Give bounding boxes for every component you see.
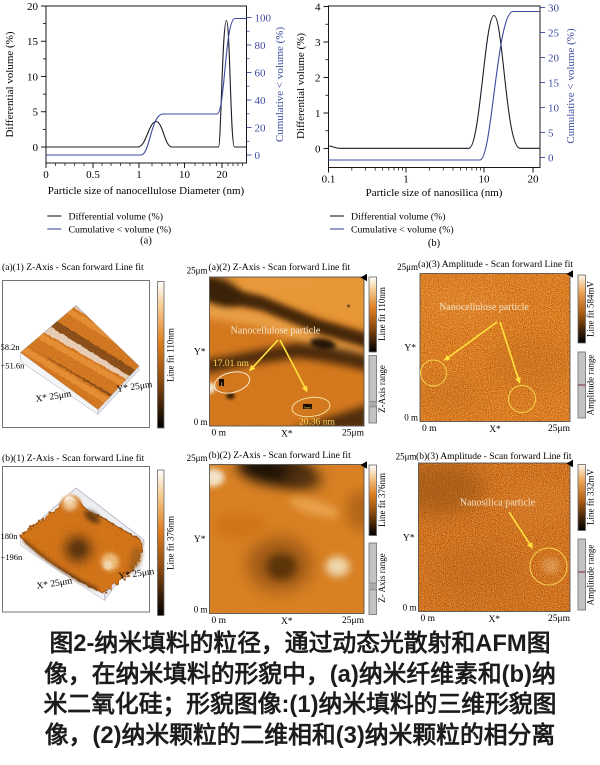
svg-text:Line fit 110nm: Line fit 110nm bbox=[166, 328, 176, 382]
svg-text:Cumulative < volume (%): Cumulative < volume (%) bbox=[274, 27, 286, 143]
svg-text:Y*: Y* bbox=[404, 344, 416, 354]
svg-text:0.5: 0.5 bbox=[86, 169, 100, 181]
svg-text:Nanosilica particle: Nanosilica particle bbox=[460, 498, 536, 509]
svg-text:40: 40 bbox=[255, 95, 267, 107]
svg-text:60: 60 bbox=[255, 67, 267, 79]
svg-text:X*: X* bbox=[488, 615, 500, 625]
svg-text:25: 25 bbox=[548, 27, 560, 39]
svg-text:0 m: 0 m bbox=[421, 614, 436, 624]
svg-text:Cumulative < volume (%): Cumulative < volume (%) bbox=[565, 28, 577, 144]
svg-text:Y*: Y* bbox=[194, 348, 206, 358]
svg-text:Differential volume (%): Differential volume (%) bbox=[351, 212, 446, 223]
svg-text:2: 2 bbox=[315, 72, 321, 84]
svg-text:20.36 nm: 20.36 nm bbox=[299, 418, 336, 428]
svg-text:−196n: −196n bbox=[1, 552, 24, 562]
svg-text:180n: 180n bbox=[1, 531, 19, 541]
svg-text:17.01 nm: 17.01 nm bbox=[213, 359, 250, 369]
svg-text:0 m: 0 m bbox=[404, 413, 418, 423]
svg-text:(a): (a) bbox=[140, 236, 152, 247]
svg-text:25μm: 25μm bbox=[396, 452, 417, 462]
svg-text:I: I bbox=[221, 383, 223, 388]
svg-text:0 m: 0 m bbox=[194, 417, 208, 427]
svg-text:25μm: 25μm bbox=[548, 424, 571, 434]
svg-text:0: 0 bbox=[548, 152, 554, 164]
svg-text:25μm: 25μm bbox=[187, 453, 208, 463]
svg-text:Differential volume (%): Differential volume (%) bbox=[4, 31, 16, 137]
svg-text:Line fit 110nm: Line fit 110nm bbox=[377, 287, 387, 341]
svg-text:20: 20 bbox=[27, 1, 39, 13]
svg-text:25μm: 25μm bbox=[548, 614, 571, 624]
svg-text:25μm: 25μm bbox=[342, 429, 365, 439]
svg-text:Y*: Y* bbox=[403, 533, 415, 543]
svg-text:(a)(3) Amplitude - Scan forwar: (a)(3) Amplitude - Scan forward Line fit bbox=[418, 259, 573, 270]
svg-text:100: 100 bbox=[255, 12, 272, 24]
svg-text:25μm: 25μm bbox=[342, 616, 365, 626]
svg-text:0: 0 bbox=[315, 143, 321, 155]
svg-text:25μm: 25μm bbox=[187, 266, 208, 276]
svg-text:Amplitude range: Amplitude range bbox=[586, 355, 596, 416]
svg-text:(a)(1) Z-Axis - Scan forward L: (a)(1) Z-Axis - Scan forward Line fit bbox=[2, 262, 144, 273]
svg-text:(b)(3) Amplitude - Scan forwar: (b)(3) Amplitude - Scan forward Line fit bbox=[416, 451, 572, 462]
svg-text:0: 0 bbox=[255, 150, 261, 162]
svg-text:20: 20 bbox=[548, 52, 560, 64]
svg-text:(b)(2) Z-Axis - Scan forward L: (b)(2) Z-Axis - Scan forward Line fit bbox=[209, 450, 352, 461]
svg-text:0 m: 0 m bbox=[403, 603, 417, 613]
svg-text:20: 20 bbox=[255, 122, 267, 134]
svg-text:Z- Axis range: Z- Axis range bbox=[377, 553, 387, 603]
svg-text:Differential volume (%): Differential volume (%) bbox=[69, 212, 164, 223]
svg-text:5: 5 bbox=[548, 127, 554, 139]
svg-text:Line fit 332mV: Line fit 332mV bbox=[586, 469, 596, 525]
svg-text:(b): (b) bbox=[428, 238, 441, 249]
svg-text:Line fit 376nm: Line fit 376nm bbox=[377, 473, 387, 527]
svg-text:1: 1 bbox=[315, 108, 321, 120]
svg-text:Nanocellulose particle: Nanocellulose particle bbox=[439, 302, 529, 313]
svg-text:10: 10 bbox=[479, 174, 491, 186]
svg-text:0 m: 0 m bbox=[212, 429, 227, 439]
svg-text:band: band bbox=[304, 406, 311, 410]
svg-text:Differential volume (%): Differential volume (%) bbox=[295, 33, 307, 139]
svg-text:Particle size of nanocellulose: Particle size of nanocellulose Diameter … bbox=[48, 185, 245, 197]
svg-text:25μm: 25μm bbox=[397, 262, 418, 272]
svg-text:15: 15 bbox=[548, 77, 560, 89]
svg-text:Nanocellulose particle: Nanocellulose particle bbox=[231, 326, 321, 337]
svg-text:0 m: 0 m bbox=[194, 605, 208, 615]
svg-text:Y*: Y* bbox=[194, 535, 206, 545]
svg-text:Z-Axis range: Z-Axis range bbox=[377, 365, 387, 413]
svg-text:10: 10 bbox=[27, 71, 39, 83]
svg-text:1: 1 bbox=[136, 169, 142, 181]
svg-text:(b)(1) Z-Axis - Scan forward L: (b)(1) Z-Axis - Scan forward Line fit bbox=[2, 453, 145, 464]
svg-text:15: 15 bbox=[27, 36, 39, 48]
svg-text:X*: X* bbox=[281, 430, 293, 440]
svg-text:0 m: 0 m bbox=[212, 616, 227, 626]
svg-text:(a)(2) Z-Axis - Scan forward L: (a)(2) Z-Axis - Scan forward Line fit bbox=[209, 262, 351, 273]
svg-text:58.2n: 58.2n bbox=[1, 342, 21, 352]
svg-text:0.1: 0.1 bbox=[322, 174, 336, 186]
svg-text:20: 20 bbox=[528, 174, 540, 186]
svg-text:5: 5 bbox=[33, 107, 39, 119]
svg-text:Particle size of nanosilica (n: Particle size of nanosilica (nm) bbox=[366, 187, 503, 199]
svg-text:0: 0 bbox=[43, 169, 49, 181]
svg-text:0: 0 bbox=[33, 142, 39, 154]
svg-text:X*: X* bbox=[281, 617, 293, 627]
svg-text:30: 30 bbox=[548, 2, 560, 14]
svg-text:Line fit 584mV: Line fit 584mV bbox=[586, 281, 596, 337]
svg-text:Cumulative < volume (%): Cumulative < volume (%) bbox=[351, 225, 454, 236]
svg-text:3: 3 bbox=[315, 37, 321, 49]
svg-text:10: 10 bbox=[179, 169, 191, 181]
svg-text:Cumulative < volume (%): Cumulative < volume (%) bbox=[69, 225, 172, 236]
svg-text:20: 20 bbox=[217, 169, 229, 181]
svg-text:−51.6n: −51.6n bbox=[1, 361, 26, 371]
svg-text:1: 1 bbox=[403, 174, 409, 186]
svg-text:Line fit 376nm: Line fit 376nm bbox=[166, 516, 176, 570]
svg-text:10: 10 bbox=[548, 102, 560, 114]
svg-text:4: 4 bbox=[315, 1, 321, 13]
svg-text:X*: X* bbox=[489, 425, 501, 435]
svg-text:0 m: 0 m bbox=[422, 424, 437, 434]
svg-text:80: 80 bbox=[255, 40, 267, 52]
svg-text:Amplitude range: Amplitude range bbox=[586, 545, 596, 606]
